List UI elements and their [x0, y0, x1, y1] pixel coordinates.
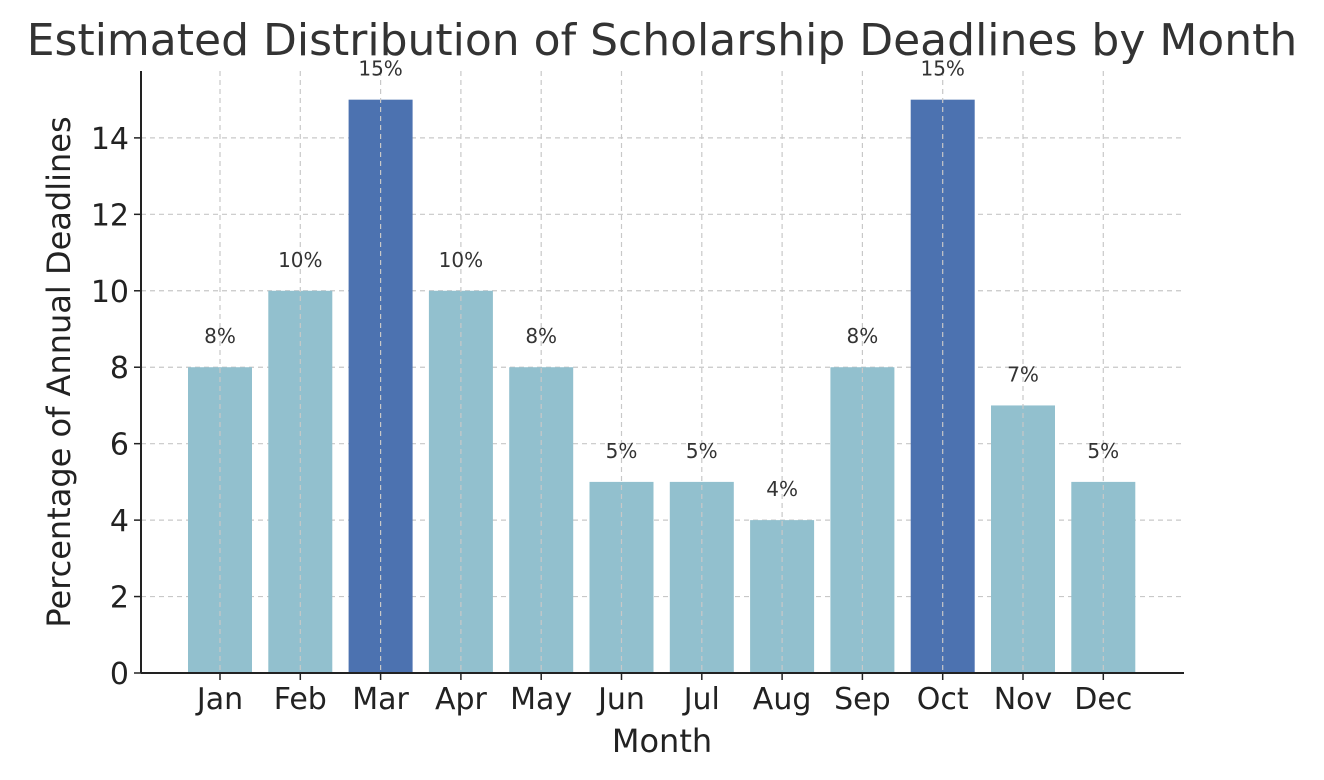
data-label-jun: 5% [606, 439, 638, 463]
data-label-nov: 7% [1007, 362, 1039, 386]
x-tick-label-oct: Oct [917, 682, 969, 717]
x-tick-labels: Jan Feb Mar Apr May Jun Jul Aug Sep Oct Nov Dec [195, 682, 1132, 717]
x-tick-label-aug: Aug [753, 682, 812, 717]
chart-title: Estimated Distribution of Scholarship De… [27, 15, 1298, 66]
data-label-dec: 5% [1087, 439, 1119, 463]
data-label-mar: 15% [358, 57, 402, 81]
x-axis-label: Month [612, 722, 712, 760]
y-axis-label: Percentage of Annual Deadlines [40, 116, 78, 627]
y-tick-label: 6 [110, 428, 129, 463]
y-tick-label: 14 [91, 122, 129, 157]
x-tick-label-mar: Mar [352, 682, 409, 717]
x-tick-label-jan: Jan [195, 682, 243, 717]
x-tick-label-jun: Jun [596, 682, 645, 717]
y-tick-label: 12 [91, 198, 129, 233]
x-tick-label-jul: Jul [682, 682, 720, 717]
y-tick-label: 4 [110, 504, 129, 539]
y-tick-labels: 0 2 4 6 8 10 12 14 [91, 122, 129, 692]
data-label-jan: 8% [204, 324, 236, 348]
x-tick-label-dec: Dec [1074, 682, 1132, 717]
data-label-apr: 10% [439, 248, 483, 272]
y-tick-label: 2 [110, 581, 129, 616]
x-tick-label-sep: Sep [834, 682, 891, 717]
data-label-may: 8% [525, 324, 557, 348]
x-tick-label-feb: Feb [274, 682, 327, 717]
data-label-sep: 8% [847, 324, 879, 348]
bars [188, 99, 1136, 673]
x-tick-label-nov: Nov [994, 682, 1053, 717]
data-label-feb: 10% [278, 248, 322, 272]
data-label-jul: 5% [686, 439, 718, 463]
y-tick-label: 8 [110, 351, 129, 386]
data-label-aug: 4% [766, 477, 798, 501]
data-label-oct: 15% [920, 57, 964, 81]
data-labels: 8% 10% 15% 10% 8% 5% 5% 4% 8% 15% 7% 5% [204, 57, 1119, 501]
y-tick-label: 10 [91, 275, 129, 310]
x-tick-label-may: May [510, 682, 572, 717]
y-tick-label: 0 [110, 657, 129, 692]
x-tick-label-apr: Apr [435, 682, 488, 717]
vertical-gridlines [219, 71, 1104, 673]
axes [134, 71, 1184, 680]
